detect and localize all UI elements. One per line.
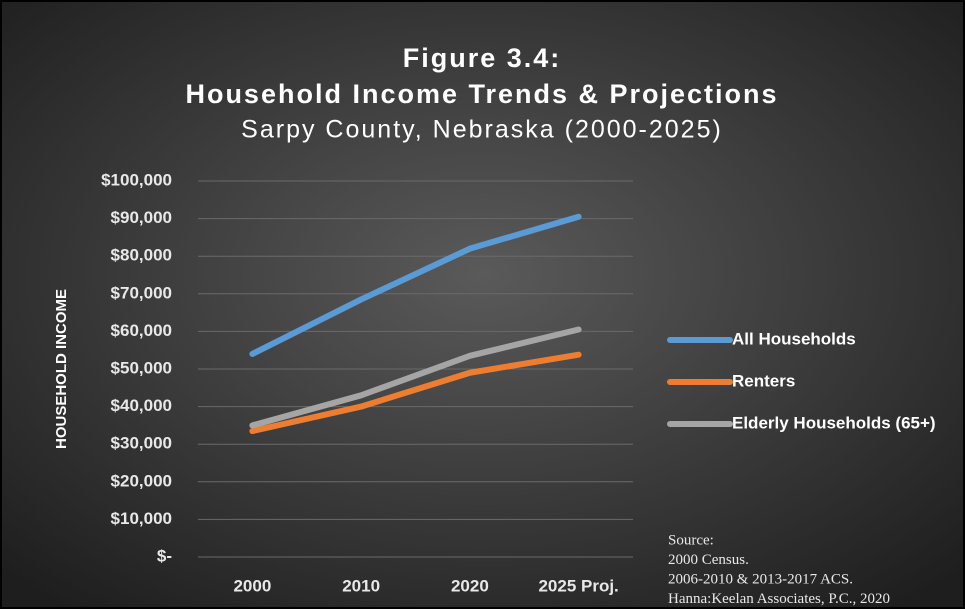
y-tick-label: $30,000 <box>111 434 172 453</box>
y-axis-label: HOUSEHOLD INCOME <box>53 289 70 449</box>
y-tick-label: $90,000 <box>111 208 172 227</box>
legend-label: All Households <box>732 329 856 348</box>
y-tick-label: $50,000 <box>111 358 172 377</box>
x-tick-label: 2010 <box>342 576 380 595</box>
x-tick-label: 2025 Proj. <box>538 576 618 595</box>
legend-label: Renters <box>732 371 795 390</box>
line <box>249 213 582 357</box>
source-note: Source: <box>668 532 714 548</box>
y-tick-label: $- <box>157 546 172 565</box>
y-tick-label: $100,000 <box>101 170 172 189</box>
source-note: 2006-2010 & 2013-2017 ACS. <box>668 571 853 587</box>
chart-title: Household Income Trends & Projections <box>185 79 778 109</box>
legend-label: Elderly Households (65+) <box>732 413 936 432</box>
source-note: 2000 Census. <box>668 552 749 568</box>
chart-title: Figure 3.4: <box>403 43 562 73</box>
y-tick-label: $20,000 <box>111 471 172 490</box>
y-tick-label: $70,000 <box>111 283 172 302</box>
chart-subtitle: Sarpy County, Nebraska (2000-2025) <box>241 116 723 144</box>
line <box>249 351 582 435</box>
y-tick-label: $40,000 <box>111 396 172 415</box>
y-tick-label: $80,000 <box>111 246 172 265</box>
source-note: Hanna:Keelan Associates, P.C., 2020 <box>668 591 890 607</box>
y-tick-label: $60,000 <box>111 321 172 340</box>
y-tick-label: $10,000 <box>111 509 172 528</box>
line <box>249 326 582 429</box>
x-tick-label: 2020 <box>451 576 489 595</box>
x-tick-label: 2000 <box>233 576 271 595</box>
